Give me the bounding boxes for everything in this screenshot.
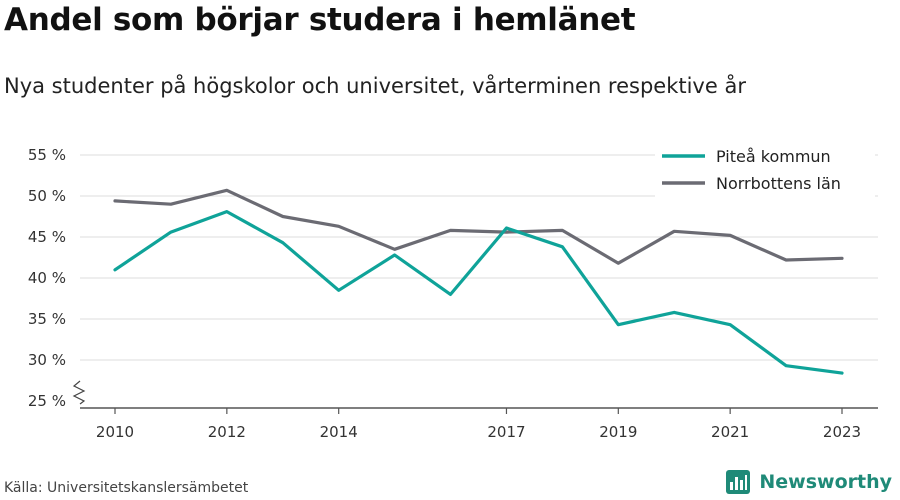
line-chart: 25 % 30 % 35 % 40 % 45 % 50 % 55 % 2010 2012 2014… bbox=[27, 138, 878, 441]
y-tick-label: 45 % bbox=[28, 228, 66, 246]
legend-label: Piteå kommun bbox=[716, 147, 831, 166]
legend: Piteå kommun Norrbottens län bbox=[655, 138, 875, 198]
series-line bbox=[113, 188, 844, 265]
y-tick-label: 50 % bbox=[28, 187, 66, 205]
y-tick-label: 30 % bbox=[28, 351, 66, 369]
x-tick-label: 2012 bbox=[208, 423, 246, 441]
newsworthy-logo-icon bbox=[726, 470, 751, 494]
y-tick-label: 35 % bbox=[28, 310, 66, 328]
y-tick-label: 40 % bbox=[28, 269, 66, 287]
series-line bbox=[113, 210, 844, 375]
data-series bbox=[113, 188, 844, 375]
legend-background bbox=[655, 138, 875, 198]
y-tick-label: 55 % bbox=[28, 146, 66, 164]
axes: 25 % 30 % 35 % 40 % 45 % 50 % 55 % 2010 2012 2014… bbox=[28, 146, 878, 441]
x-tick-label: 2021 bbox=[711, 423, 749, 441]
x-tick-label: 2023 bbox=[823, 423, 861, 441]
brand-name: Newsworthy bbox=[759, 471, 892, 493]
chart-title: Andel som börjar studera i hemlänet bbox=[4, 2, 636, 38]
x-tick-label: 2014 bbox=[320, 423, 358, 441]
x-tick-label: 2010 bbox=[96, 423, 134, 441]
legend-label: Norrbottens län bbox=[716, 174, 841, 193]
x-tick-label: 2017 bbox=[487, 423, 525, 441]
axis-break-mark bbox=[72, 380, 86, 405]
x-tick-label: 2019 bbox=[599, 423, 637, 441]
source-note: Källa: Universitetskanslersämbetet bbox=[4, 480, 249, 496]
y-tick-label: 25 % bbox=[28, 392, 66, 410]
brand-logo[interactable]: Newsworthy bbox=[725, 468, 892, 496]
chart-subtitle: Nya studenter på högskolor och universit… bbox=[4, 74, 746, 98]
